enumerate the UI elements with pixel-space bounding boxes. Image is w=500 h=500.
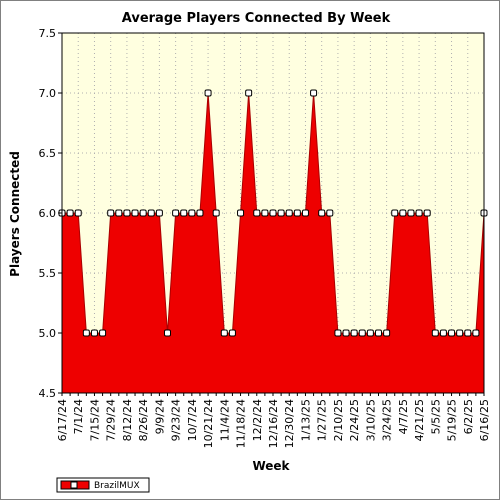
x-tick-label: 4/21/25 [413,399,426,441]
data-point [261,209,269,217]
data-point [253,209,261,217]
x-tick-label: 6/17/24 [56,399,69,441]
legend-label: BrazilMUX [94,481,140,491]
data-point [342,329,350,337]
data-point [415,209,423,217]
data-point [358,329,366,337]
data-point [115,209,123,217]
data-point [107,209,115,217]
x-tick-label: 4/7/25 [397,399,410,434]
x-tick-label: 11/4/24 [218,399,231,441]
y-tick-label: 4.5 [39,387,57,400]
x-tick-label: 8/26/24 [137,399,150,441]
x-tick-label: 7/15/24 [88,399,101,441]
data-point [456,329,464,337]
x-tick-label: 5/19/25 [446,399,459,441]
data-point [90,329,98,337]
x-tick-label: 1/13/25 [299,399,312,441]
data-point [188,209,196,217]
x-tick-label: 12/30/24 [283,399,296,448]
data-point [375,329,382,337]
x-tick-label: 10/7/24 [186,399,199,441]
series-markers [58,89,488,337]
x-axis-ticks: 6/17/24 7/1/24 7/15/24 7/29/24 8/12/24 8/26/2… [56,393,491,448]
data-point [123,209,131,217]
data-point [82,329,90,337]
data-point [212,209,220,217]
x-tick-label: 3/10/25 [364,399,377,441]
data-point [310,89,318,97]
data-point [204,89,212,97]
data-point [228,329,236,337]
x-tick-label: 5/5/25 [429,399,442,434]
data-point [285,209,293,217]
y-tick-label: 7.5 [39,27,57,40]
x-tick-label: 2/24/25 [348,399,361,441]
y-axis-ticks: 4.5 5.0 5.5 6.0 6.5 7.0 7.5 [39,27,62,400]
data-point [277,209,285,217]
data-point [293,209,301,217]
data-point [439,329,447,337]
data-point [245,89,253,97]
x-tick-label: 9/9/24 [153,399,166,434]
data-point [147,209,155,217]
data-point [172,209,180,217]
x-tick-label: 3/24/25 [381,399,394,441]
y-axis-label: Players Connected [8,151,22,277]
x-tick-label: 6/2/25 [462,399,475,434]
x-tick-label: 1/27/25 [316,399,329,441]
data-point [155,209,163,217]
data-point [66,209,74,217]
data-point [399,209,407,217]
data-point [220,329,228,337]
data-point [164,329,171,337]
data-point [472,329,480,337]
x-tick-label: 11/18/24 [235,399,248,448]
x-tick-label: 9/23/24 [170,399,183,441]
x-tick-label: 10/21/24 [202,399,215,448]
data-point [139,209,147,217]
data-point [407,209,415,217]
x-tick-label: 7/29/24 [105,399,118,441]
data-point [383,329,391,337]
data-point [196,209,204,217]
data-point [423,209,431,217]
x-tick-label: 12/16/24 [267,399,280,448]
x-axis-label: Week [252,459,290,473]
chart-title: Average Players Connected By Week [122,11,391,26]
legend-marker [70,481,78,489]
data-point [180,209,188,217]
y-tick-label: 5.0 [39,327,57,340]
data-point [366,329,374,337]
y-tick-label: 5.5 [39,267,57,280]
data-point [269,209,277,217]
x-tick-label: 8/12/24 [121,399,134,441]
x-tick-label: 7/1/24 [72,399,85,434]
data-point [448,329,456,337]
x-tick-label: 2/10/25 [332,399,345,441]
x-tick-label: 12/2/24 [251,399,264,441]
data-point [391,209,399,217]
data-point [237,209,245,217]
y-tick-label: 6.0 [39,207,57,220]
data-point [326,209,334,217]
legend: BrazilMUX [56,477,150,493]
data-point [318,209,326,217]
data-point [350,329,358,337]
data-point [99,329,107,337]
data-point [74,209,82,217]
y-tick-label: 7.0 [39,87,57,100]
x-tick-label: 6/16/25 [478,399,491,441]
data-point [334,329,342,337]
data-point [301,209,309,217]
data-point [131,209,139,217]
data-point [464,329,472,337]
y-tick-label: 6.5 [39,147,57,160]
data-point [431,329,439,337]
